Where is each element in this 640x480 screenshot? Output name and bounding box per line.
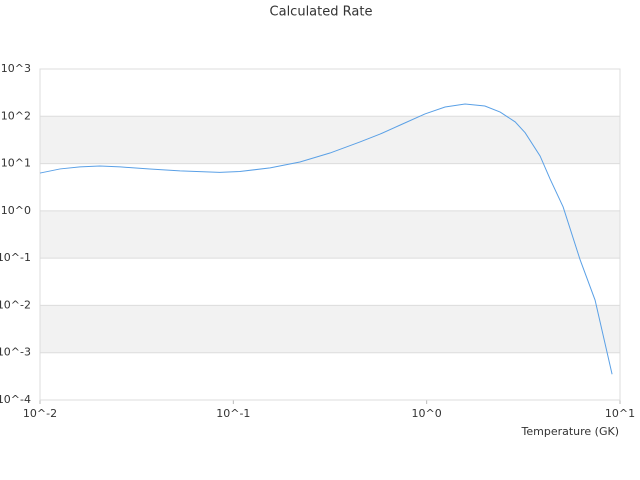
data-line [39,103,613,375]
x-tick-label: 10^-1 [216,407,250,420]
grid-band [40,116,620,164]
y-tick-label: 10^0 [1,204,31,217]
y-tick-label: 10^-4 [0,393,31,406]
x-tick-label: 10^0 [412,407,442,420]
grid-band [40,210,620,259]
x-axis-label: Temperature (GK) [521,425,620,438]
x-tick-label: 10^1 [605,407,635,420]
y-tick-label: 10^1 [1,157,31,170]
y-tick-label: 10^-2 [0,298,31,311]
x-tick-label: 10^-2 [23,407,57,420]
y-tick-label: 10^-1 [0,251,31,264]
plot-frame [39,68,621,401]
y-tick-label: 10^-3 [0,346,31,359]
chart-title: Calculated Rate [270,5,373,20]
y-tick-label: 10^2 [1,109,31,122]
y-tick-label: 10^3 [1,62,31,75]
grid-band [40,305,620,353]
